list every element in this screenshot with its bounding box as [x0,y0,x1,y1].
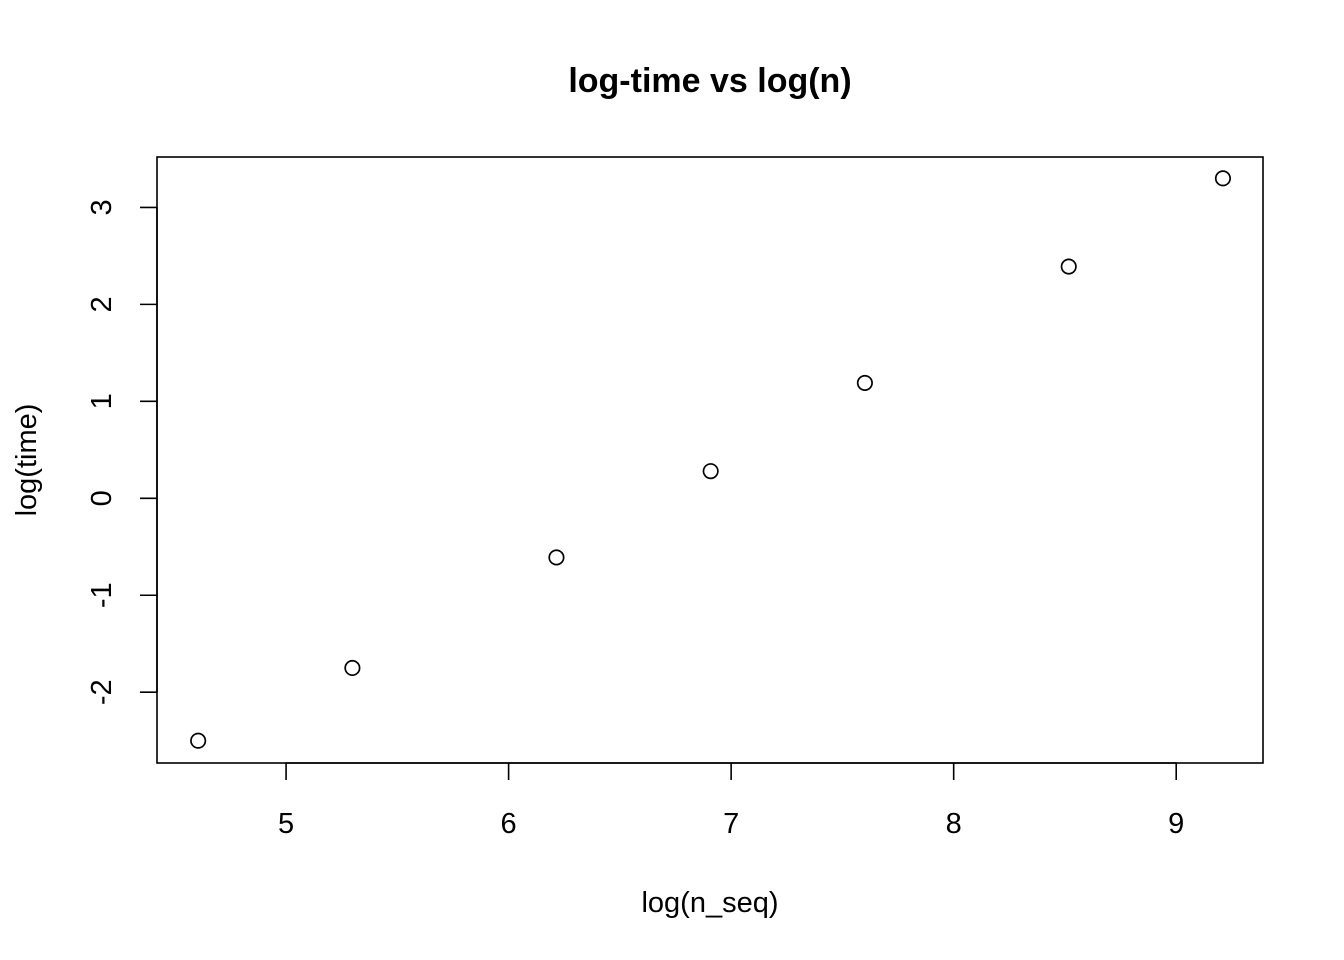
x-tick-label: 6 [501,808,517,840]
data-point [1060,258,1077,275]
data-point [856,374,873,391]
x-tick-label: 7 [723,808,739,840]
x-axis-label: log(n_seq) [641,887,778,919]
y-tick-label: 1 [86,393,118,409]
y-tick-label: 0 [86,490,118,506]
y-axis-label: log(time) [11,404,43,517]
y-tick-label: 3 [86,199,118,215]
plot-frame [156,156,1264,764]
chart-title: log-time vs log(n) [568,62,851,100]
x-tick-label: 5 [278,808,294,840]
x-tick-label: 9 [1168,808,1184,840]
x-tick-label: 8 [946,808,962,840]
y-axis: -2 -1 0 1 2 3 [86,199,158,705]
x-axis: 5 6 7 8 9 [278,762,1184,840]
y-tick-label: -1 [86,582,118,608]
data-point [548,549,565,566]
data-points [190,170,1231,749]
data-point [1214,170,1231,187]
y-tick-label: -2 [86,679,118,705]
data-point [344,659,361,677]
data-point [190,732,207,749]
data-point [702,463,719,480]
y-tick-label: 2 [86,296,118,312]
